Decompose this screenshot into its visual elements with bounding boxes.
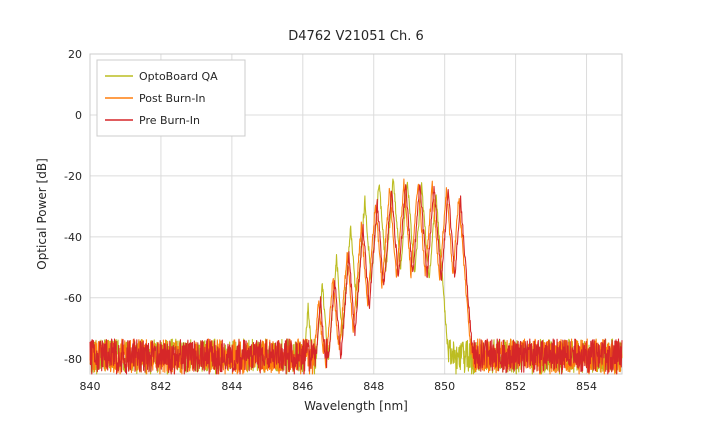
y-tick-label: -40 — [64, 231, 82, 244]
legend-item: Pre Burn-In — [139, 114, 200, 127]
x-tick-label: 842 — [150, 380, 171, 393]
legend-item: OptoBoard QA — [139, 70, 218, 83]
x-axis-label: Wavelength [nm] — [304, 399, 408, 413]
y-tick-label: 20 — [68, 48, 82, 61]
series-line-pre-burn-in — [89, 184, 623, 375]
series-group — [89, 178, 623, 375]
x-tick-label: 844 — [221, 380, 242, 393]
x-tick-label: 854 — [576, 380, 597, 393]
legend-item: Post Burn-In — [139, 92, 206, 105]
x-tick-label: 840 — [80, 380, 101, 393]
plot-title: D4762 V21051 Ch. 6 — [288, 29, 423, 44]
x-tick-label: 846 — [292, 380, 313, 393]
y-tick-label: -60 — [64, 292, 82, 305]
y-tick-label: -80 — [64, 353, 82, 366]
x-tick-label: 848 — [363, 380, 384, 393]
legend: OptoBoard QA Post Burn-In Pre Burn-In — [96, 59, 246, 137]
y-tick-label: 0 — [75, 109, 82, 122]
tick-labels: 840 842 844 846 848 850 852 854 20 0 -20 -40 -60 -80 — [64, 48, 597, 393]
axes-border — [89, 53, 623, 375]
y-axis-label: Optical Power [dB] — [35, 158, 49, 270]
x-tick-label: 852 — [505, 380, 526, 393]
x-tick-label: 850 — [434, 380, 455, 393]
y-tick-label: -20 — [64, 170, 82, 183]
